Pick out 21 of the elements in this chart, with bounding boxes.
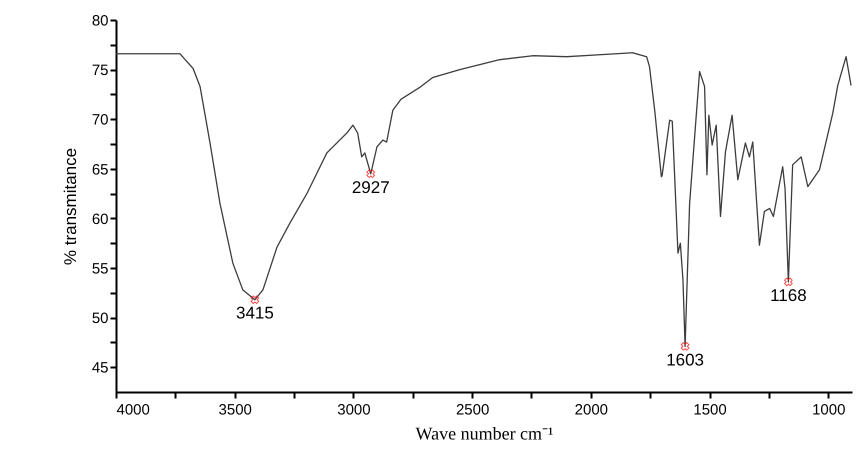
x-tick-label: 1000 (812, 402, 846, 418)
annotation: 2927 (352, 178, 390, 197)
annotation: 3415 (236, 304, 274, 323)
x-tick-label: 2500 (456, 402, 490, 418)
annotation: 1603 (666, 350, 704, 370)
y-tick-label: 65 (92, 161, 108, 178)
y-tick-label: 60 (92, 210, 108, 228)
x-tick-label: 3500 (218, 402, 252, 418)
x-tick-label: 1500 (693, 402, 727, 418)
x-tick-label: 3000 (337, 402, 371, 418)
y-tick-label: 75 (92, 62, 108, 80)
y-axis-title: % transmitance (60, 148, 80, 266)
x-axis-title: Wave number cm⁻¹ (416, 424, 554, 444)
x-tick-label: 2000 (574, 402, 608, 418)
y-tick-label: 80 (92, 12, 108, 30)
y-tick-label: 70 (92, 112, 108, 129)
y-tick-label: 45 (92, 360, 108, 377)
y-tick-label: 55 (92, 260, 108, 278)
annotation: 1168 (770, 286, 807, 305)
x-tick-label: 4000 (116, 402, 150, 418)
y-tick-label: 50 (92, 310, 108, 328)
